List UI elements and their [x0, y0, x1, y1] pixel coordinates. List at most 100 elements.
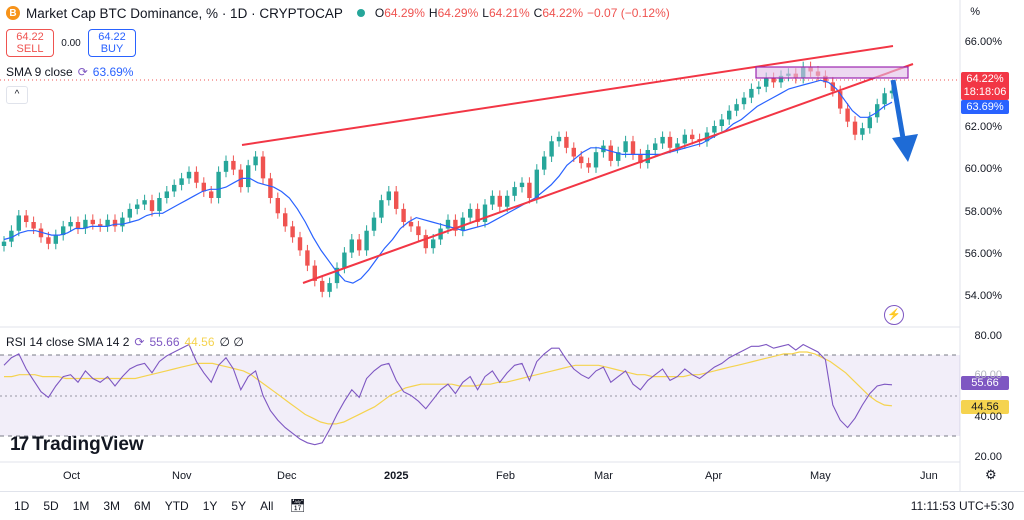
- candle-body: [305, 250, 310, 266]
- chart-settings-icon[interactable]: ⚙: [985, 467, 997, 482]
- ohlc-close-label: C: [533, 6, 543, 20]
- candle-body: [616, 152, 621, 161]
- sma-legend[interactable]: SMA 9 close ⟳ 63.69%: [6, 65, 133, 79]
- tradingview-mark-icon: 17: [10, 434, 29, 455]
- range-1d-button[interactable]: 1D: [14, 499, 30, 513]
- rsi-tick: 80.00: [974, 330, 1002, 342]
- candle-body: [357, 239, 362, 251]
- time-tick: Mar: [594, 470, 613, 482]
- sell-label: SELL: [16, 43, 44, 55]
- bearish-arrow-icon: [890, 79, 918, 162]
- candle-body: [534, 169, 539, 198]
- candle-body: [194, 171, 199, 183]
- candle-body: [408, 222, 414, 227]
- trade-panel: 64.22 SELL 0.00 64.22 BUY: [6, 29, 136, 57]
- candle-body: [549, 141, 554, 157]
- candle-body: [112, 219, 118, 227]
- range-5y-button[interactable]: 5Y: [231, 499, 247, 513]
- candle-body: [209, 191, 214, 198]
- buy-price: 64.22: [98, 31, 126, 43]
- lightning-icon[interactable]: ⚡: [884, 305, 904, 325]
- candle-body: [764, 78, 769, 87]
- candle-body: [201, 182, 206, 192]
- calendar-icon[interactable]: 📅︎: [289, 498, 306, 513]
- candle-body: [852, 121, 858, 135]
- candle-body: [690, 134, 695, 140]
- time-tick: Apr: [705, 470, 723, 482]
- tradingview-logo: 17 TradingView: [10, 434, 144, 456]
- candle-body: [223, 160, 229, 172]
- buy-button[interactable]: 64.22 BUY: [88, 29, 136, 57]
- price-tick: 58.00%: [964, 206, 1002, 218]
- candle-body: [53, 235, 58, 244]
- candle-body: [727, 110, 732, 120]
- range-ytd-button[interactable]: YTD: [164, 499, 189, 513]
- candle-body: [24, 215, 29, 222]
- percent-scale-button[interactable]: %: [970, 6, 980, 18]
- rsi-value: 55.66: [149, 335, 180, 349]
- range-all-button[interactable]: All: [260, 499, 274, 513]
- price-tick: 60.00%: [964, 163, 1002, 175]
- candle-body: [68, 222, 73, 227]
- candle-body: [564, 136, 569, 148]
- candle-body: [475, 208, 480, 222]
- candle-body: [120, 217, 125, 227]
- candle-body: [364, 230, 369, 251]
- candle-body: [334, 267, 340, 284]
- candle-body: [157, 198, 162, 212]
- rsi-tick: 60.00: [974, 369, 1002, 381]
- range-1y-button[interactable]: 1Y: [202, 499, 218, 513]
- candle-body: [497, 195, 502, 207]
- candle-body: [98, 224, 103, 227]
- candle-body: [882, 93, 887, 105]
- candle-body: [468, 208, 473, 218]
- sell-price: 64.22: [16, 31, 44, 43]
- candle-body: [246, 165, 251, 188]
- sma-price-tag: [961, 100, 1009, 114]
- ohlc-high-label: H: [428, 6, 438, 20]
- range-3m-button[interactable]: 3M: [103, 499, 121, 513]
- sell-button[interactable]: 64.22 SELL: [6, 29, 54, 57]
- tradingview-wordmark: TradingView: [32, 434, 144, 455]
- candle-body: [741, 97, 747, 105]
- collapse-legend-button[interactable]: ^: [6, 86, 28, 104]
- candle-body: [453, 219, 458, 231]
- time-tick: Dec: [277, 470, 297, 482]
- candle-body: [867, 117, 872, 129]
- candle-body: [660, 136, 665, 144]
- data-window-icon[interactable]: ⟳: [134, 335, 145, 349]
- wedge-lower-line: [302, 63, 914, 284]
- candle-body: [638, 154, 643, 164]
- candle-body: [349, 239, 354, 253]
- sma-line: [3, 79, 893, 284]
- sma-label: SMA 9 close: [6, 65, 73, 79]
- data-window-icon[interactable]: ⟳: [77, 65, 88, 79]
- candle-body: [231, 160, 236, 170]
- range-5d-button[interactable]: 5D: [43, 499, 59, 513]
- candle-body: [593, 152, 599, 168]
- ohlc-close-value: 64.22%: [542, 6, 584, 20]
- range-1m-button[interactable]: 1M: [72, 499, 90, 513]
- candle-body: [142, 200, 147, 205]
- candle-body: [61, 226, 66, 236]
- rsi-tag-1: [961, 376, 1009, 390]
- time-tick: May: [810, 470, 831, 482]
- buy-label: BUY: [100, 43, 124, 55]
- candle-body: [712, 126, 717, 133]
- bitcoin-logo-icon: B: [6, 6, 20, 20]
- candle-body: [431, 239, 436, 249]
- candle-body: [845, 108, 850, 122]
- price-tick: 56.00%: [964, 248, 1002, 260]
- rsi-tag-2: [961, 400, 1009, 414]
- rsi-ma-value-tag: 44.56: [971, 401, 999, 413]
- range-6m-button[interactable]: 6M: [134, 499, 151, 513]
- candle-body: [283, 213, 288, 227]
- candle-body: [875, 104, 880, 118]
- candle-body: [260, 156, 266, 179]
- price-tick: 62.00%: [964, 121, 1002, 133]
- clock-timezone[interactable]: 11:11:53 UTC+5:30: [910, 499, 1014, 513]
- candle-body: [31, 222, 36, 229]
- symbol-title[interactable]: Market Cap BTC Dominance, % · 1D · CRYPT…: [26, 5, 343, 21]
- rsi-legend[interactable]: RSI 14 close SMA 14 2 ⟳ 55.66 44.56 ∅ ∅: [6, 335, 244, 349]
